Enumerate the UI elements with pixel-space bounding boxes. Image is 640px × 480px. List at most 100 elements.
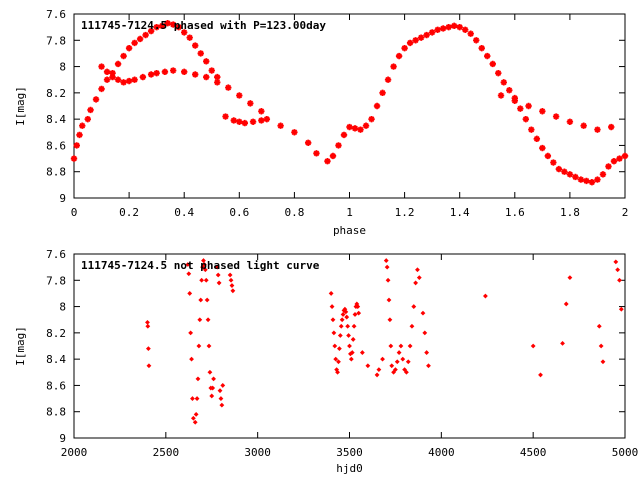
data-point [109,69,116,77]
data-point [202,262,207,267]
x-tick-label: 5000 [612,446,639,459]
data-point [426,363,431,369]
data-point [424,350,430,355]
data-point [329,152,337,160]
data-point [434,26,441,33]
data-point [391,369,396,375]
data-point [139,73,147,81]
y-tick-label: 7.6 [46,8,66,21]
data-point [201,258,206,263]
x-axis-label: phase [333,224,366,237]
data-point [365,363,371,369]
data-point [567,275,573,281]
data-point [218,396,224,401]
data-point [190,415,196,421]
data-point [616,155,623,162]
data-point [416,275,422,281]
data-point [136,35,144,43]
data-point [583,177,590,185]
data-point [538,372,543,378]
x-tick-label: 1 [346,206,353,219]
data-point [333,356,339,362]
data-point [422,330,428,336]
data-point [347,343,352,349]
data-point [351,125,359,132]
data-point [196,343,202,349]
data-point [192,419,198,425]
data-point [525,102,532,110]
data-point [428,29,436,36]
data-point [615,267,621,273]
data-point [236,118,243,125]
y-tick-label: 8.4 [46,353,66,366]
data-point [511,97,518,104]
y-tick-label: 8.2 [46,87,66,100]
data-point [215,272,221,278]
data-point [332,343,338,349]
data-point [380,356,385,362]
data-point [406,39,414,47]
data-point [401,44,408,52]
data-point [211,376,216,382]
data-point [73,142,80,149]
data-point [506,87,513,94]
y-tick-label: 8 [59,61,66,74]
data-point [328,291,334,296]
data-point [336,359,341,365]
data-point [195,376,201,382]
data-point [187,291,193,296]
y-tick-label: 8.8 [46,166,66,179]
data-point [383,258,389,263]
data-point [404,369,409,375]
data-point [572,173,579,181]
data-point [329,304,335,309]
data-point [598,343,604,349]
data-point [613,259,619,265]
data-point [331,330,337,336]
data-point [450,22,458,30]
data-point [202,267,208,273]
x-tick-label: 4000 [428,446,455,459]
x-tick-label: 1.2 [395,206,415,219]
data-point [197,317,203,323]
data-point [561,168,568,175]
data-point [420,310,426,316]
data-point [304,139,312,146]
data-point [396,350,402,355]
x-tick-label: 1.8 [560,206,580,219]
data-point [120,79,127,86]
data-point [222,113,229,120]
data-point [158,22,166,30]
data-point [208,67,215,74]
data-point [346,333,351,338]
data-point [181,68,188,76]
data-point [225,84,232,91]
data-point [373,102,381,110]
data-point [87,106,94,114]
data-point [228,277,234,283]
data-point [533,135,541,143]
x-tick-label: 2 [622,206,629,219]
data-point [423,31,430,39]
data-point [258,117,265,124]
data-point [206,343,212,349]
data-point [197,50,204,57]
data-point [345,323,351,329]
y-tick-label: 7.8 [46,274,66,287]
data-point [588,179,596,186]
data-point [209,393,215,399]
x-tick-label: 4500 [520,446,547,459]
data-point [230,117,237,124]
y-tick-label: 9 [59,432,66,445]
y-tick-label: 8.2 [46,327,66,340]
data-point [351,323,357,329]
data-point [384,76,392,83]
data-point [413,280,419,286]
data-point [175,23,182,31]
data-point [343,309,349,315]
data-point [186,271,192,277]
data-point [552,113,560,120]
data-point [539,144,546,152]
y-axis-label: I[mag] [14,86,27,126]
data-point [230,288,236,294]
